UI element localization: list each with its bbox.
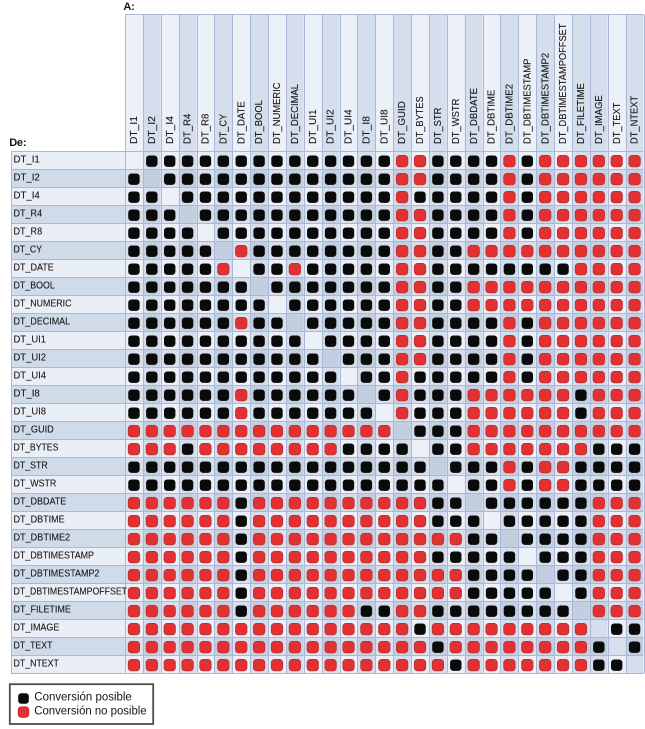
svg-text:DT_CY: DT_CY — [218, 114, 229, 144]
svg-text:DT_DBDATE: DT_DBDATE — [469, 88, 480, 144]
svg-text:DT_I2: DT_I2 — [14, 172, 40, 183]
svg-text:DT_DBTIMESTAMP: DT_DBTIMESTAMP — [522, 58, 533, 144]
svg-text:DT_DBTIME: DT_DBTIME — [487, 90, 498, 144]
svg-text:DT_R4: DT_R4 — [14, 208, 43, 219]
svg-text:DT_STR: DT_STR — [433, 108, 444, 144]
svg-text:DT_DBTIMESTAMP2: DT_DBTIMESTAMP2 — [14, 568, 100, 579]
svg-text:DT_I4: DT_I4 — [165, 116, 176, 144]
svg-text:DT_DBTIMESTAMP: DT_DBTIMESTAMP — [14, 550, 95, 561]
svg-text:DT_GUID: DT_GUID — [397, 101, 408, 144]
svg-text:DT_R8: DT_R8 — [14, 226, 43, 237]
svg-text:A:: A: — [123, 1, 134, 13]
svg-text:DT_TEXT: DT_TEXT — [14, 640, 53, 651]
svg-text:DT_GUID: DT_GUID — [14, 424, 54, 435]
svg-text:DT_NTEXT: DT_NTEXT — [630, 96, 641, 144]
svg-text:DT_UI2: DT_UI2 — [14, 352, 47, 363]
svg-text:DT_DBTIME2: DT_DBTIME2 — [505, 84, 516, 144]
svg-text:DT_NUMERIC: DT_NUMERIC — [14, 298, 72, 309]
svg-text:DT_UI4: DT_UI4 — [14, 370, 47, 381]
svg-text:DT_STR: DT_STR — [14, 460, 48, 471]
svg-text:DT_BYTES: DT_BYTES — [415, 96, 426, 144]
svg-text:DT_DECIMAL: DT_DECIMAL — [14, 316, 71, 327]
svg-text:De:: De: — [9, 137, 26, 149]
svg-text:DT_WSTR: DT_WSTR — [451, 99, 462, 144]
svg-text:DT_IMAGE: DT_IMAGE — [14, 622, 60, 633]
svg-text:DT_I2: DT_I2 — [147, 116, 158, 144]
svg-text:DT_WSTR: DT_WSTR — [14, 478, 57, 489]
svg-text:Conversión posible: Conversión posible — [34, 690, 132, 704]
svg-text:DT_BOOL: DT_BOOL — [254, 100, 265, 144]
svg-text:DT_R8: DT_R8 — [201, 113, 212, 144]
svg-text:DT_FILETIME: DT_FILETIME — [576, 83, 587, 144]
svg-text:DT_UI8: DT_UI8 — [14, 406, 47, 417]
svg-text:DT_CY: DT_CY — [14, 244, 43, 255]
svg-text:DT_UI2: DT_UI2 — [326, 109, 337, 144]
svg-text:DT_I1: DT_I1 — [14, 154, 40, 165]
svg-text:DT_UI1: DT_UI1 — [308, 109, 319, 144]
svg-text:DT_I1: DT_I1 — [129, 116, 140, 144]
svg-text:DT_I8: DT_I8 — [14, 388, 41, 399]
svg-text:DT_DBTIMESTAMPOFFSET: DT_DBTIMESTAMPOFFSET — [14, 586, 128, 597]
svg-text:DT_UI1: DT_UI1 — [14, 334, 47, 345]
svg-text:DT_DECIMAL: DT_DECIMAL — [290, 84, 301, 144]
svg-text:DT_UI8: DT_UI8 — [379, 109, 390, 144]
svg-text:DT_I4: DT_I4 — [14, 190, 41, 201]
svg-text:DT_DBDATE: DT_DBDATE — [14, 496, 67, 507]
svg-text:DT_NTEXT: DT_NTEXT — [14, 658, 59, 669]
svg-text:DT_BYTES: DT_BYTES — [14, 442, 59, 453]
svg-text:DT_FILETIME: DT_FILETIME — [14, 604, 72, 615]
svg-text:Conversión no posible: Conversión no posible — [34, 703, 146, 717]
svg-text:DT_DATE: DT_DATE — [236, 101, 247, 144]
svg-text:DT_I8: DT_I8 — [361, 116, 372, 144]
svg-text:DT_DBTIMESTAMP2: DT_DBTIMESTAMP2 — [540, 53, 551, 144]
svg-text:DT_NUMERIC: DT_NUMERIC — [272, 82, 283, 144]
svg-text:DT_DATE: DT_DATE — [14, 262, 55, 273]
svg-text:DT_UI4: DT_UI4 — [344, 109, 355, 144]
svg-text:DT_BOOL: DT_BOOL — [14, 280, 56, 291]
svg-text:DT_IMAGE: DT_IMAGE — [594, 95, 605, 144]
svg-text:DT_DBTIMESTAMPOFFSET: DT_DBTIMESTAMPOFFSET — [558, 24, 569, 145]
svg-text:DT_R4: DT_R4 — [183, 113, 194, 144]
svg-text:DT_DBTIME: DT_DBTIME — [14, 514, 66, 525]
svg-text:DT_DBTIME2: DT_DBTIME2 — [14, 532, 71, 543]
svg-text:DT_TEXT: DT_TEXT — [612, 103, 623, 144]
